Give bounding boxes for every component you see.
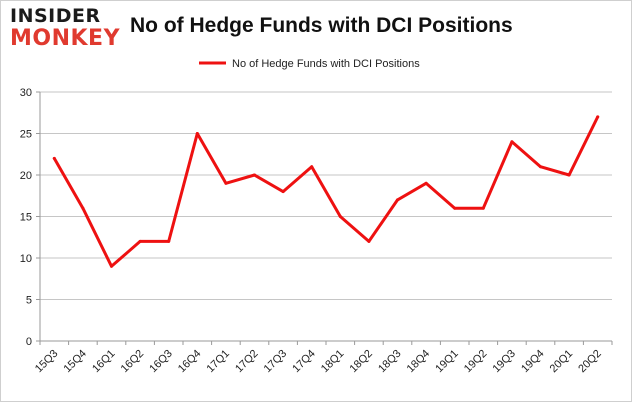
- data-point: [424, 181, 428, 185]
- x-tick-label: 16Q2: [119, 348, 147, 376]
- x-axis-ticks: 15Q3 15Q4 16Q1 16Q2 16Q3 16Q4 17Q1 17Q2 17Q3 17Q4…: [33, 341, 613, 376]
- x-tick-label: 18Q2: [347, 348, 375, 376]
- y-axis-ticks: 0 5 10 15 20 25 30: [20, 87, 40, 348]
- data-point: [138, 239, 142, 243]
- data-point: [453, 206, 457, 210]
- y-tick-label: 30: [20, 87, 32, 99]
- data-point: [81, 206, 85, 210]
- y-tick-label: 10: [20, 253, 32, 265]
- x-tick-label: 20Q1: [548, 348, 576, 376]
- data-point: [167, 239, 171, 243]
- data-point: [567, 173, 571, 177]
- data-point: [224, 181, 228, 185]
- x-tick-label: 17Q1: [204, 348, 232, 376]
- series-line: [52, 115, 600, 268]
- x-tick-label: 19Q3: [490, 348, 518, 376]
- data-point: [338, 215, 342, 218]
- data-point: [281, 190, 285, 194]
- x-tick-label: 16Q1: [90, 348, 118, 376]
- y-tick-label: 0: [26, 336, 32, 348]
- data-point: [396, 198, 399, 202]
- x-tick-label: 17Q3: [262, 348, 290, 376]
- y-tick-label: 15: [20, 212, 32, 224]
- x-tick-label: 16Q4: [176, 348, 204, 376]
- data-point: [367, 239, 371, 243]
- x-tick-label: 18Q4: [405, 348, 433, 376]
- legend: No of Hedge Funds with DCI Positions: [199, 58, 420, 70]
- series-layer: [52, 115, 600, 268]
- x-tick-label: 19Q2: [462, 348, 490, 376]
- x-tick-label: 18Q3: [376, 348, 404, 376]
- x-tick-label: 19Q4: [519, 348, 547, 376]
- x-tick-label: 17Q4: [290, 348, 318, 376]
- logo-line-2: MONKEY: [10, 26, 121, 51]
- insider-monkey-logo: INSIDER MONKEY: [10, 4, 128, 52]
- data-point: [110, 264, 113, 268]
- x-tick-label: 17Q2: [233, 348, 261, 376]
- x-tick-label: 15Q3: [33, 348, 61, 376]
- data-point: [481, 206, 485, 210]
- x-tick-label: 15Q4: [61, 348, 89, 376]
- logo-line-1: INSIDER: [10, 5, 101, 27]
- data-point: [310, 165, 314, 169]
- data-point: [52, 156, 56, 160]
- legend-label: No of Hedge Funds with DCI Positions: [232, 58, 420, 70]
- gridlines: [40, 91, 612, 300]
- x-tick-label: 20Q2: [576, 348, 604, 376]
- y-tick-label: 25: [20, 129, 32, 141]
- data-point: [510, 140, 514, 144]
- x-tick-label: 19Q1: [433, 348, 461, 376]
- chart-title: No of Hedge Funds with DCI Positions: [130, 14, 513, 37]
- data-point: [596, 115, 600, 119]
- x-tick-label: 16Q3: [147, 348, 175, 376]
- x-tick-label: 18Q1: [319, 348, 347, 376]
- data-point: [195, 132, 199, 135]
- y-tick-label: 5: [26, 295, 32, 307]
- data-point: [253, 173, 256, 177]
- data-point: [539, 165, 542, 169]
- y-tick-label: 20: [20, 170, 32, 182]
